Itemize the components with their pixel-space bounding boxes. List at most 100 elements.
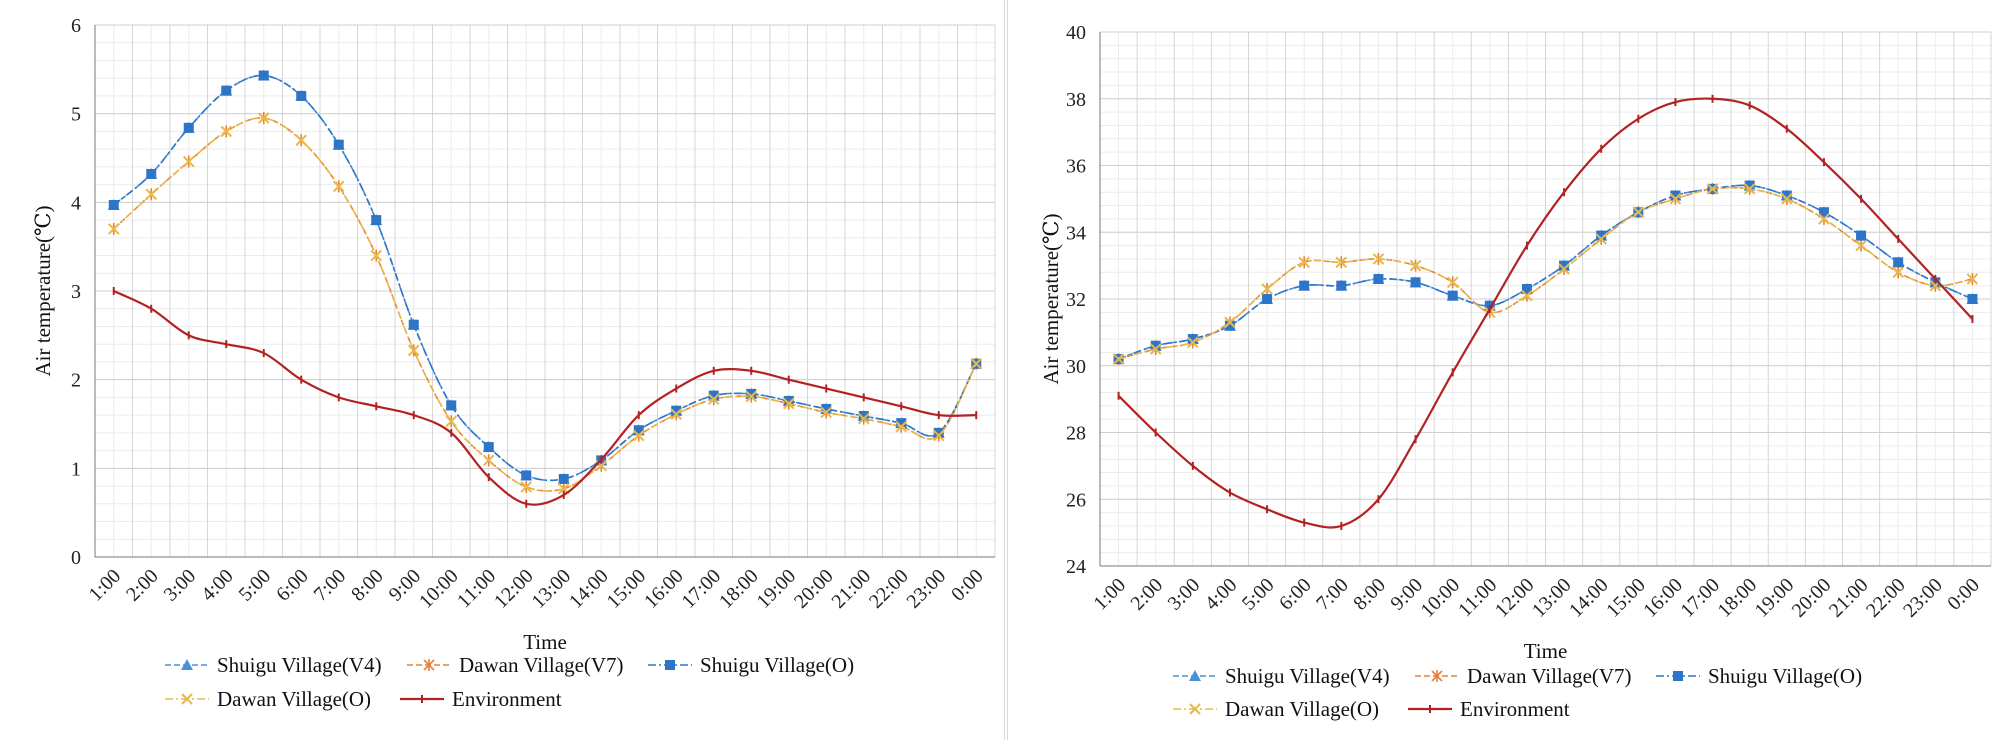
data-point	[1372, 253, 1385, 265]
x-tick-label: 20:00	[790, 565, 838, 613]
x-tick-label: 19:00	[1751, 574, 1799, 622]
legend-item: Dawan Village(V7)	[1415, 664, 1632, 688]
data-point	[708, 390, 719, 401]
grid	[1099, 31, 1992, 567]
legend-label: Dawan Village(V7)	[1467, 664, 1632, 688]
x-tick-label: 3:00	[160, 565, 201, 606]
data-point	[1632, 206, 1645, 218]
x-tick-label: 11:00	[1454, 574, 1501, 621]
x-tick-label: 23:00	[903, 565, 951, 613]
data-point	[858, 411, 869, 422]
data-point	[1781, 190, 1792, 201]
legend-item: Shuigu Village(O)	[648, 653, 854, 677]
data-point	[1298, 256, 1310, 268]
x-tick-label: 2:00	[1127, 574, 1168, 615]
legend-swatch-marker	[1189, 703, 1201, 715]
data-point	[1224, 316, 1236, 329]
data-point	[258, 70, 269, 81]
data-point	[1299, 280, 1310, 291]
grid	[94, 24, 996, 558]
legend-item: Shuigu Village(O)	[1656, 664, 1862, 688]
data-point	[970, 357, 982, 370]
y-tick-label: 5	[71, 104, 81, 126]
data-point	[933, 427, 944, 438]
legend-label: Dawan Village(O)	[1225, 697, 1379, 721]
data-point	[671, 405, 682, 416]
series-environment	[112, 287, 978, 508]
data-point	[146, 168, 157, 179]
data-point	[296, 90, 307, 101]
y-tick-label: 30	[1066, 356, 1086, 378]
data-point	[1744, 180, 1755, 191]
y-tick-label: 34	[1066, 222, 1086, 244]
x-tick-label: 14:00	[1565, 574, 1613, 622]
data-point	[370, 249, 382, 262]
x-tick-label: 18:00	[715, 565, 763, 613]
data-point	[895, 420, 907, 433]
legend-swatch-marker	[181, 659, 193, 670]
x-tick-label: 8:00	[1349, 574, 1390, 615]
data-point	[1187, 334, 1198, 345]
y-tick-label: 0	[71, 547, 81, 569]
x-tick-label: 2:00	[122, 565, 163, 606]
data-point	[445, 415, 457, 428]
y-tick-label: 38	[1066, 89, 1086, 111]
data-point	[783, 395, 794, 406]
data-point	[333, 180, 345, 193]
data-point	[1187, 336, 1199, 349]
data-point	[1966, 273, 1979, 285]
data-point	[1336, 280, 1347, 291]
data-point	[858, 412, 870, 425]
data-point	[896, 418, 907, 429]
data-point	[1373, 273, 1384, 284]
data-point	[183, 122, 194, 133]
x-axis-title: Time	[1524, 639, 1568, 663]
x-tick-label: 0:00	[947, 565, 988, 606]
x-tick-label: 15:00	[603, 565, 651, 613]
x-tick-label: 8:00	[347, 565, 388, 606]
legend-label: Shuigu Village(V4)	[217, 653, 382, 677]
data-point	[1446, 276, 1459, 289]
y-tick-label: 26	[1066, 489, 1086, 511]
right-air-temperature-chart: 24 26 28 30 32 34 36 38 40 1:002:003:004:005:006:…	[1039, 22, 1992, 721]
data-point	[1855, 239, 1867, 252]
legend-item: Dawan Village(O)	[165, 687, 371, 711]
series-line	[113, 290, 977, 506]
data-point	[221, 85, 232, 96]
data-point	[1893, 257, 1904, 268]
data-point	[483, 442, 494, 453]
series-line	[1118, 184, 1973, 360]
data-point	[258, 112, 270, 124]
y-tick-label: 24	[1066, 556, 1086, 578]
data-point	[220, 125, 232, 138]
data-point	[1559, 260, 1570, 271]
left-air-temperature-chart: 01234561:002:003:004:005:006:007:008:009…	[31, 15, 996, 711]
data-point	[1595, 233, 1607, 245]
data-point	[1818, 207, 1829, 218]
x-tick-label: 17:00	[678, 565, 726, 613]
legend-swatch-marker	[1189, 670, 1201, 681]
data-point	[1856, 230, 1867, 241]
data-point	[1409, 259, 1422, 272]
x-tick-label: 13:00	[528, 565, 576, 613]
legend-label: Environment	[1460, 697, 1570, 721]
data-point	[1521, 289, 1533, 302]
data-point	[933, 429, 945, 442]
x-tick-label: 14:00	[565, 565, 613, 613]
x-tick-label: 5:00	[235, 565, 276, 606]
data-point	[1149, 343, 1162, 355]
data-point	[1335, 256, 1348, 268]
data-point	[145, 188, 157, 201]
data-point	[670, 408, 682, 420]
x-tick-label: 4:00	[1201, 574, 1242, 615]
data-point	[1818, 213, 1830, 225]
data-point	[633, 425, 644, 436]
legend-item: Shuigu Village(V4)	[1173, 664, 1390, 688]
x-tick-label: 13:00	[1528, 574, 1576, 622]
data-point	[783, 397, 795, 410]
x-tick-label: 6:00	[272, 565, 313, 606]
x-tick-label: 12:00	[490, 565, 538, 613]
x-tick-label: 1:00	[85, 565, 126, 606]
right-chart-panel: 24 26 28 30 32 34 36 38 40 1:00 2:00 3:00 4:00 5:00 6:…	[1007, 0, 2000, 740]
legend: Shuigu Village(V4) Dawan Village(V7) Shuig…	[165, 653, 854, 711]
